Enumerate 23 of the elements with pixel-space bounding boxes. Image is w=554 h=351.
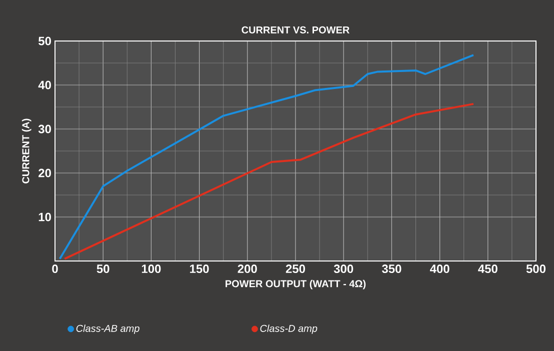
x-tick-label: 350 [382,264,402,274]
line-series [64,102,474,260]
x-tick-label: 500 [526,264,546,274]
chart-title: CURRENT VS. POWER [242,26,350,34]
y-tick-label: 50 [38,36,51,46]
y-axis-title: CURRENT (A) [22,118,32,184]
x-tick-label: 300 [334,264,354,274]
y-tick-label: 20 [38,168,51,178]
line-series [58,54,474,260]
y-tick-label: 10 [38,212,51,222]
x-tick-label: 450 [478,264,498,274]
x-tick-label: 50 [96,264,110,274]
x-tick-label: 200 [238,264,257,274]
x-axis-title: POWER OUTPUT (WATT - 4Ω) [226,280,366,290]
x-tick-label: 0 [52,264,58,274]
legend-label: Class-D amp [260,324,318,334]
x-tick-label: 250 [286,264,306,274]
x-tick-label: 100 [142,264,161,274]
x-tick-label: 400 [430,264,450,274]
legend-label: Class-AB amp [76,324,140,334]
y-tick-label: 40 [38,80,51,90]
x-tick-label: 150 [190,264,209,274]
y-tick-label: 30 [38,124,51,134]
